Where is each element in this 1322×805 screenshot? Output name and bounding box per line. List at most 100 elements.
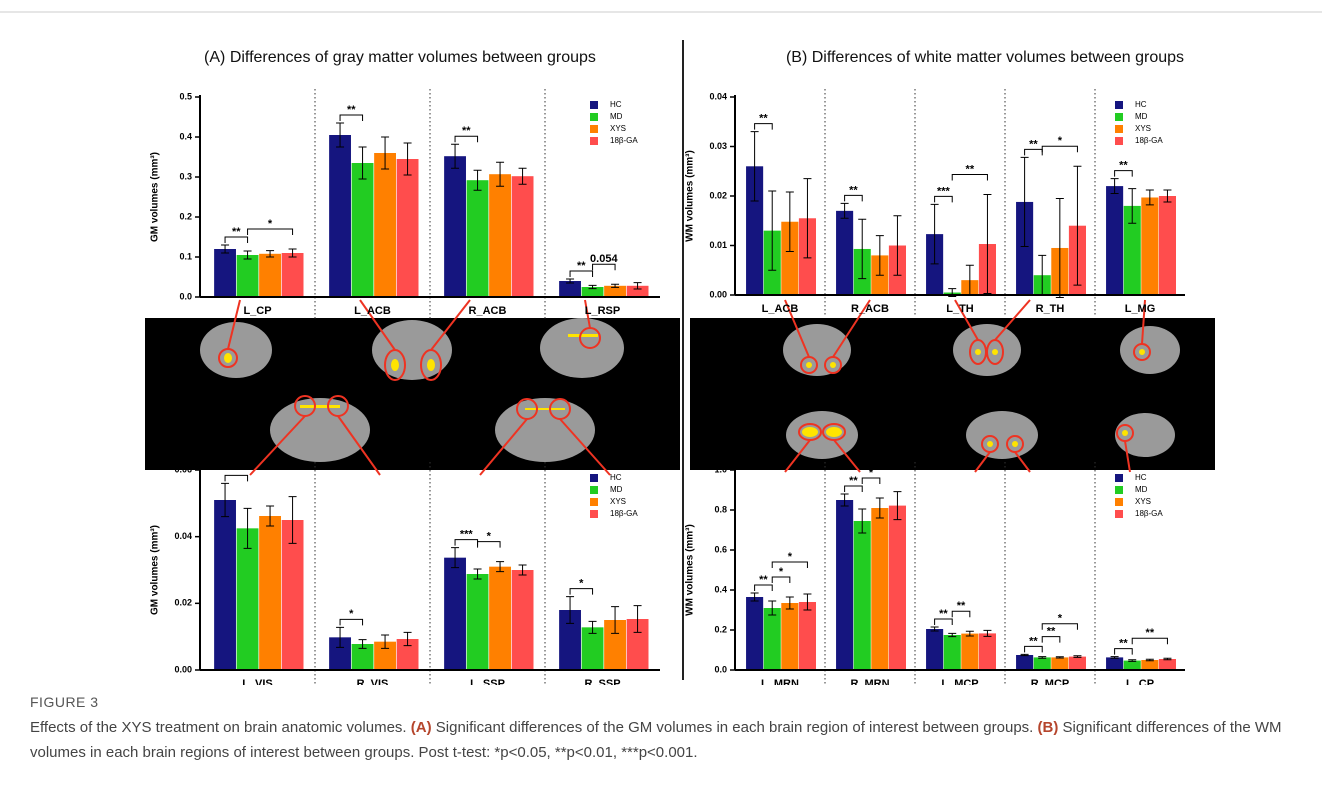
x-tick-label: L_TH [946,303,974,315]
bar [512,570,534,670]
y-tick-label: 0.0 [714,664,727,674]
legend-swatch [1115,125,1123,133]
brain-images-gm [145,300,680,475]
legend-label: 18β-GA [1135,136,1163,145]
sig-label: * [1058,613,1063,625]
y-axis-label: GM volumes (mm³) [150,152,161,242]
bar [282,253,304,297]
y-tick-label: 0.6 [714,544,727,554]
y-tick-label: 0.5 [179,91,192,101]
x-tick-label: L_CP [1126,678,1154,685]
legend-swatch [590,498,598,506]
x-tick-label: R_MCP [1031,678,1070,685]
sig-label: ** [232,226,241,238]
x-tick-label: L_ACB [762,303,799,315]
bar [352,163,374,297]
bar [1141,197,1158,295]
sig-label: ** [577,260,586,272]
y-tick-label: 0.01 [709,240,727,250]
bar [746,597,763,670]
x-tick-label: L_CP [243,305,271,317]
legend-swatch [590,137,598,145]
legend-swatch [590,510,598,518]
x-tick-label: R_ACB [469,305,507,317]
bar [979,633,996,670]
bar [444,156,466,297]
bar [489,174,511,297]
y-tick-label: 0.2 [179,211,192,221]
bar [467,574,489,670]
figure: (A) Differences of gray matter volumes b… [0,0,1322,685]
y-tick-label: 0.02 [709,190,727,200]
bar [1106,186,1123,295]
sig-label: ** [232,464,241,476]
sig-label: ** [1146,627,1155,639]
y-tick-label: 0.00 [709,289,727,299]
sig-label: *** [937,185,951,197]
bar [214,500,236,670]
y-tick-label: 0.3 [179,171,192,181]
bar [214,249,236,297]
y-tick-label: 0.1 [179,251,192,261]
sig-label: * [579,578,584,590]
bar [764,608,781,670]
caption-b-label: (B) [1038,719,1059,736]
sig-label: * [1058,135,1063,147]
x-tick-label: L_VIS [242,678,273,685]
sig-label: ** [966,163,975,175]
bar [854,521,871,670]
brain-images-wm [690,300,1215,472]
legend-swatch [590,113,598,121]
legend-swatch [1115,510,1123,518]
legend-swatch [1115,101,1123,109]
bar [836,500,853,670]
legend-label: HC [1135,473,1147,482]
bar [926,629,943,670]
legend-label: MD [610,485,623,494]
bar [1159,659,1176,670]
bar [397,159,419,297]
legend-swatch [1115,486,1123,494]
sig-label: * [788,551,793,563]
legend-swatch [1115,474,1123,482]
legend-label: HC [610,473,622,482]
sig-label: ** [462,125,471,137]
bar [1141,660,1158,670]
bar [836,211,853,295]
legend-label: XYS [610,497,626,506]
x-tick-label: R_VIS [357,678,389,685]
sig-label: ** [957,600,966,612]
legend-swatch [1115,137,1123,145]
bar [259,254,281,297]
sig-label: * [268,218,273,230]
bar [871,508,888,670]
legend-swatch [1115,113,1123,121]
y-tick-label: 0.8 [714,504,727,514]
legend-swatch [1115,498,1123,506]
sig-label: ** [849,475,858,487]
x-tick-label: L_SSP [470,678,505,685]
y-axis-label: WM volumes (mm³) [685,150,696,242]
sig-label: ** [759,574,768,586]
y-tick-label: 0.04 [709,91,727,101]
sig-label: ** [1119,160,1128,172]
panel-title: (A) Differences of gray matter volumes b… [204,49,596,66]
bar [489,567,511,670]
y-tick-label: 0.03 [709,141,727,151]
bar [1106,657,1123,670]
bar [467,180,489,297]
bar [889,506,906,670]
y-tick-label: 0.0 [179,291,192,301]
bar [944,635,961,670]
legend-swatch [590,474,598,482]
sig-label: ** [1119,638,1128,650]
y-tick-label: 0.00 [174,664,192,674]
caption-intro: Effects of the XYS treatment on brain an… [30,719,407,736]
x-tick-label: R_ACB [851,303,889,315]
bar [1034,657,1051,670]
y-tick-label: 0.02 [174,598,192,608]
y-tick-label: 0.4 [179,131,192,141]
bar [781,603,798,670]
caption-a-label: (A) [411,719,432,736]
legend-label: 18β-GA [1135,509,1163,518]
